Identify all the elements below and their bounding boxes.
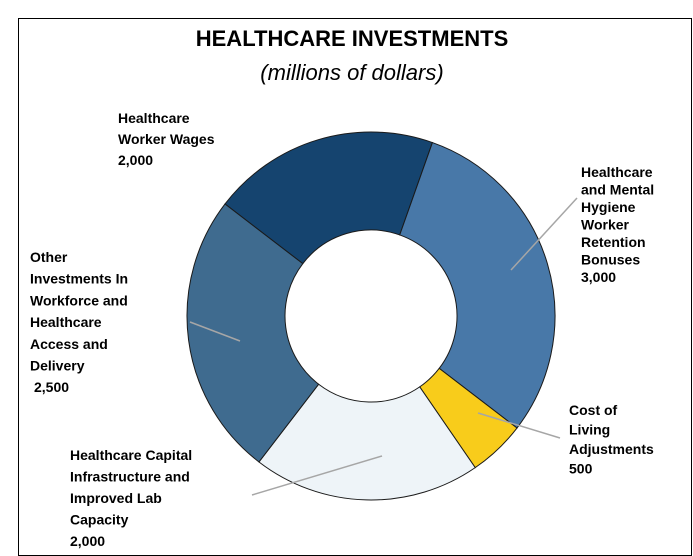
donut-slice (258, 383, 476, 501)
value-label: 2,000 (70, 533, 105, 549)
leader-line (477, 412, 561, 439)
slice-label: Healthcare Capital Infrastructure and Impr… (70, 447, 192, 528)
slice-label: Cost of Living Adjustments (569, 402, 654, 457)
value-label: 2,000 (118, 152, 153, 168)
leader-line (510, 197, 578, 271)
slice-label: Healthcare and Mental Hygiene Worker Retenti… (581, 164, 654, 268)
value-label: 2,500 (34, 379, 69, 395)
leader-line (189, 321, 241, 342)
slice-label: Other Investments In Workforce and Healthca… (30, 249, 128, 374)
value-label: 3,000 (581, 269, 616, 285)
chart-title: HEALTHCARE INVESTMENTS (196, 26, 509, 51)
donut-slice (186, 203, 320, 463)
leader-line (251, 455, 383, 496)
value-label: 500 (569, 461, 593, 477)
slice-label: Healthcare Worker Wages (118, 110, 215, 147)
donut-slice (399, 141, 556, 429)
donut-slice (224, 131, 434, 265)
chart-subtitle: (millions of dollars) (260, 60, 443, 85)
